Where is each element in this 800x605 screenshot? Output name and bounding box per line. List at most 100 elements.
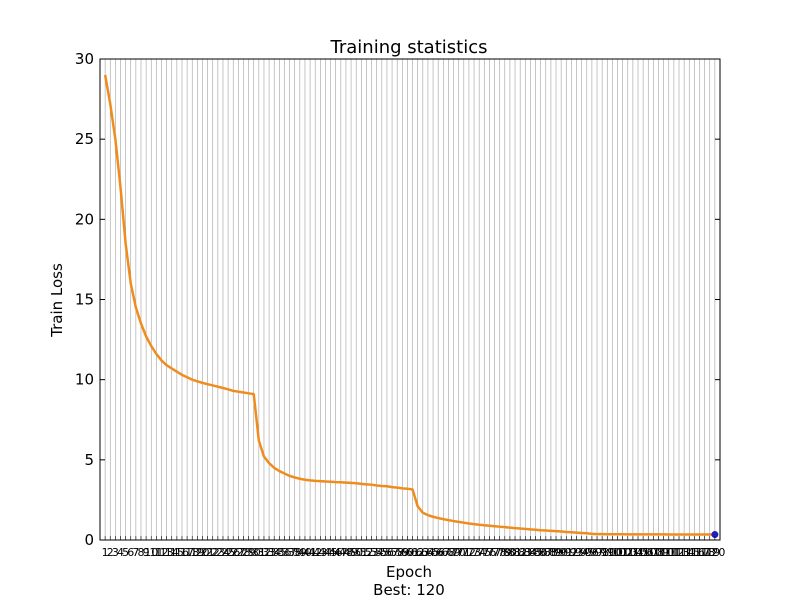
- x-axis-ticks: 1234567891011121314151617181920212223242…: [102, 536, 725, 559]
- x-tick-label: 78: [493, 546, 507, 559]
- x-tick-label: 86: [534, 546, 548, 559]
- x-tick-label: 54: [370, 546, 384, 559]
- x-tick-label: 96: [585, 546, 599, 559]
- x-tick-label: 4: [117, 546, 124, 559]
- x-tick-label: 76: [482, 546, 496, 559]
- x-tick-label: 31: [252, 546, 266, 559]
- x-tick-label: 39: [293, 546, 307, 559]
- x-tick-label: 71: [457, 546, 471, 559]
- x-tick-label: 111: [658, 546, 679, 559]
- x-axis-best-note: Best: 120: [373, 581, 445, 599]
- x-tick-label: 68: [441, 546, 455, 559]
- x-tick-label: 72: [462, 546, 476, 559]
- x-tick-label: 64: [421, 546, 435, 559]
- x-tick-label: 30: [247, 546, 261, 559]
- x-tick-label: 85: [529, 546, 543, 559]
- x-tick-label: 7: [132, 546, 139, 559]
- x-tick-label: 6: [127, 546, 134, 559]
- x-tick-label: 82: [513, 546, 527, 559]
- x-tick-label: 58: [390, 546, 404, 559]
- y-tick-label: 25: [75, 130, 94, 148]
- x-tick-label: 84: [523, 546, 537, 559]
- x-tick-label: 108: [643, 546, 664, 559]
- x-tick-label: 21: [201, 546, 215, 559]
- x-tick-label: 41: [303, 546, 317, 559]
- x-tick-label: 57: [385, 546, 399, 559]
- y-axis-ticks: 0 5 10 15 20 25 30: [75, 50, 720, 549]
- x-tick-label: 106: [633, 546, 654, 559]
- x-tick-label: 47: [334, 546, 348, 559]
- x-tick-label: 53: [365, 546, 379, 559]
- x-tick-label: 15: [170, 546, 184, 559]
- y-tick-label: 10: [75, 371, 94, 389]
- x-tick-label: 3: [112, 546, 119, 559]
- x-tick-label: 16: [175, 546, 189, 559]
- x-tick-label: 102: [612, 546, 633, 559]
- x-tick-label: 48: [339, 546, 353, 559]
- x-tick-label: 97: [590, 546, 604, 559]
- grid-lines: [104, 59, 716, 540]
- x-tick-label: 115: [679, 546, 700, 559]
- x-tick-label: 20: [195, 546, 209, 559]
- x-tick-label: 107: [638, 546, 659, 559]
- x-tick-label: 59: [395, 546, 409, 559]
- x-tick-label: 70: [452, 546, 466, 559]
- x-tick-label: 98: [595, 546, 609, 559]
- x-tick-label: 25: [221, 546, 235, 559]
- x-tick-label: 49: [344, 546, 358, 559]
- x-tick-label: 90: [554, 546, 568, 559]
- x-tick-label: 89: [549, 546, 563, 559]
- x-tick-label: 17: [180, 546, 194, 559]
- best-epoch-marker: [711, 531, 719, 539]
- x-tick-label: 46: [329, 546, 343, 559]
- y-tick-label: 5: [84, 451, 94, 469]
- x-tick-label: 113: [669, 546, 690, 559]
- x-tick-label: 114: [674, 546, 695, 559]
- x-tick-label: 65: [426, 546, 440, 559]
- x-tick-label: 87: [539, 546, 553, 559]
- x-tick-label: 29: [242, 546, 256, 559]
- series-layer: [103, 74, 719, 539]
- x-tick-label: 75: [477, 546, 491, 559]
- x-tick-label: 92: [564, 546, 578, 559]
- x-tick-label: 51: [354, 546, 368, 559]
- x-tick-label: 110: [653, 546, 674, 559]
- x-tick-label: 22: [206, 546, 220, 559]
- x-tick-label: 61: [406, 546, 420, 559]
- x-tick-label: 119: [699, 546, 720, 559]
- x-tick-label: 23: [211, 546, 225, 559]
- x-tick-label: 43: [313, 546, 327, 559]
- x-tick-label: 13: [160, 546, 174, 559]
- x-tick-label: 11: [149, 546, 163, 559]
- x-tick-label: 52: [359, 546, 373, 559]
- x-tick-label: 32: [257, 546, 271, 559]
- x-tick-label: 40: [298, 546, 312, 559]
- x-tick-label: 79: [498, 546, 512, 559]
- x-tick-label: 109: [648, 546, 669, 559]
- x-tick-label: 19: [190, 546, 204, 559]
- x-tick-label: 99: [600, 546, 614, 559]
- x-tick-label: 27: [231, 546, 245, 559]
- series-line: [103, 74, 715, 536]
- x-tick-label: 33: [262, 546, 276, 559]
- x-tick-label: 101: [607, 546, 628, 559]
- x-tick-label: 94: [575, 546, 589, 559]
- chart-title: Training statistics: [330, 37, 488, 58]
- y-tick-label: 20: [75, 210, 94, 228]
- x-tick-label: 112: [663, 546, 684, 559]
- x-tick-label: 95: [580, 546, 594, 559]
- x-tick-label: 100: [602, 546, 623, 559]
- x-tick-label: 93: [570, 546, 584, 559]
- x-tick-label: 62: [411, 546, 425, 559]
- x-tick-label: 88: [544, 546, 558, 559]
- x-tick-label: 56: [380, 546, 394, 559]
- x-tick-label: 50: [349, 546, 363, 559]
- x-tick-label: 118: [694, 546, 715, 559]
- x-tick-label: 34: [267, 546, 281, 559]
- x-tick-label: 26: [226, 546, 240, 559]
- y-tick-label: 15: [75, 291, 94, 309]
- x-tick-label: 9: [143, 546, 150, 559]
